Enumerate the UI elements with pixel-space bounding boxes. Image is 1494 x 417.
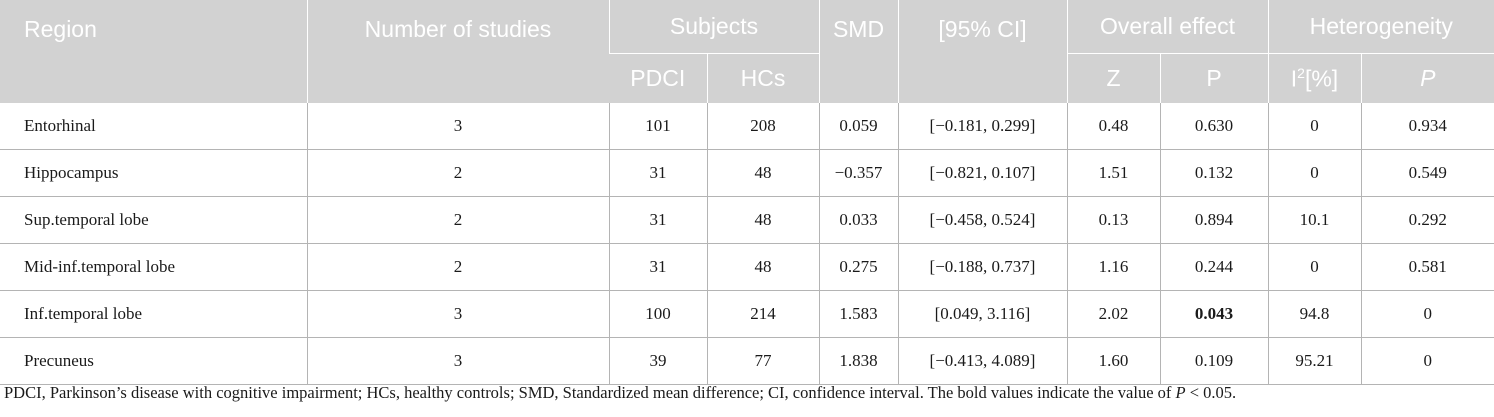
header-number-of-studies: Number of studies — [306, 0, 609, 103]
header-region: Region — [0, 0, 307, 103]
cell-region: Precuneus — [0, 337, 307, 385]
cell-studies: 2 — [306, 149, 609, 197]
cell-p-heterogeneity: 0.934 — [1360, 103, 1494, 150]
cell-i2: 95.21 — [1267, 337, 1361, 385]
header-row-sub: PDCI HCs Z P I2[%] P — [0, 53, 1494, 103]
cell-studies: 3 — [306, 337, 609, 385]
cell-pdci: 31 — [608, 196, 707, 244]
cell-ci: [−0.821, 0.107] — [897, 149, 1067, 197]
cell-hcs: 77 — [706, 337, 819, 385]
table-row: Sup.temporal lobe 2 31 48 0.033 [−0.458,… — [0, 196, 1494, 244]
table-row: Precuneus 3 39 77 1.838 [−0.413, 4.089] … — [0, 337, 1494, 385]
table-row: Entorhinal 3 101 208 0.059 [−0.181, 0.29… — [0, 103, 1494, 150]
cell-i2: 0 — [1267, 149, 1361, 197]
cell-z: 2.02 — [1066, 290, 1160, 338]
cell-p-heterogeneity: 0.549 — [1360, 149, 1494, 197]
cell-ci: [−0.413, 4.089] — [897, 337, 1067, 385]
cell-hcs: 48 — [706, 149, 819, 197]
cell-z: 1.16 — [1066, 243, 1160, 291]
cell-region: Hippocampus — [0, 149, 307, 197]
header-heterogeneity: Heterogeneity — [1267, 0, 1494, 54]
table-footnote: PDCI, Parkinson’s disease with cognitive… — [4, 383, 1492, 403]
cell-pdci: 39 — [608, 337, 707, 385]
header-z: Z — [1066, 53, 1160, 103]
header-overall-effect: Overall effect — [1066, 0, 1268, 54]
footnote-tail: < 0.05. — [1185, 383, 1237, 402]
cell-i2: 94.8 — [1267, 290, 1361, 338]
header-p: P — [1159, 53, 1268, 103]
table-row: Mid-inf.temporal lobe 2 31 48 0.275 [−0.… — [0, 243, 1494, 291]
table-row: Hippocampus 2 31 48 −0.357 [−0.821, 0.10… — [0, 149, 1494, 197]
cell-p: 0.630 — [1159, 103, 1268, 150]
cell-i2: 10.1 — [1267, 196, 1361, 244]
cell-hcs: 48 — [706, 243, 819, 291]
cell-region: Mid-inf.temporal lobe — [0, 243, 307, 291]
cell-p-heterogeneity: 0 — [1360, 337, 1494, 385]
cell-i2: 0 — [1267, 243, 1361, 291]
cell-smd: 1.583 — [818, 290, 898, 338]
cell-p: 0.132 — [1159, 149, 1268, 197]
cell-p-significant: 0.043 — [1159, 290, 1268, 338]
cell-p-heterogeneity: 0 — [1360, 290, 1494, 338]
meta-analysis-table: Region Number of studies Subjects SMD [9… — [0, 0, 1494, 385]
header-i2-unit: [%] — [1304, 65, 1339, 92]
cell-p: 0.109 — [1159, 337, 1268, 385]
footnote-p-symbol: P — [1175, 383, 1186, 402]
cell-z: 0.13 — [1066, 196, 1160, 244]
cell-pdci: 31 — [608, 149, 707, 197]
cell-studies: 2 — [306, 243, 609, 291]
cell-smd: 0.033 — [818, 196, 898, 244]
header-pdci: PDCI — [609, 53, 707, 103]
header-row-top: Region Number of studies Subjects SMD [9… — [0, 0, 1494, 103]
cell-z: 0.48 — [1066, 103, 1160, 150]
cell-ci: [−0.188, 0.737] — [897, 243, 1067, 291]
cell-region: Sup.temporal lobe — [0, 196, 307, 244]
header-smd: SMD — [818, 0, 898, 103]
cell-i2: 0 — [1267, 103, 1361, 150]
header-p-heterogeneity: P — [1360, 53, 1494, 103]
cell-studies: 2 — [306, 196, 609, 244]
cell-hcs: 214 — [706, 290, 819, 338]
cell-smd: 0.275 — [818, 243, 898, 291]
cell-pdci: 101 — [608, 103, 707, 150]
cell-pdci: 100 — [608, 290, 707, 338]
cell-ci: [0.049, 3.116] — [897, 290, 1067, 338]
cell-studies: 3 — [306, 103, 609, 150]
cell-p-heterogeneity: 0.581 — [1360, 243, 1494, 291]
cell-p: 0.244 — [1159, 243, 1268, 291]
footnote-text: PDCI, Parkinson’s disease with cognitive… — [4, 383, 1176, 402]
cell-hcs: 208 — [706, 103, 819, 150]
header-i2-sup: 2 — [1297, 64, 1305, 81]
cell-studies: 3 — [306, 290, 609, 338]
cell-pdci: 31 — [608, 243, 707, 291]
cell-smd: 0.059 — [818, 103, 898, 150]
header-ci: [95% CI] — [897, 0, 1067, 103]
cell-smd: 1.838 — [818, 337, 898, 385]
cell-region: Inf.temporal lobe — [0, 290, 307, 338]
cell-region: Entorhinal — [0, 103, 307, 150]
cell-ci: [−0.181, 0.299] — [897, 103, 1067, 150]
cell-hcs: 48 — [706, 196, 819, 244]
cell-smd: −0.357 — [818, 149, 898, 197]
header-subjects: Subjects — [608, 0, 819, 54]
header-i2: I2[%] — [1267, 53, 1361, 103]
cell-p-heterogeneity: 0.292 — [1360, 196, 1494, 244]
cell-p: 0.894 — [1159, 196, 1268, 244]
cell-ci: [−0.458, 0.524] — [897, 196, 1067, 244]
header-i2-base: I — [1290, 65, 1298, 92]
cell-z: 1.51 — [1066, 149, 1160, 197]
table-row: Inf.temporal lobe 3 100 214 1.583 [0.049… — [0, 290, 1494, 338]
header-hcs: HCs — [706, 53, 819, 103]
cell-z: 1.60 — [1066, 337, 1160, 385]
